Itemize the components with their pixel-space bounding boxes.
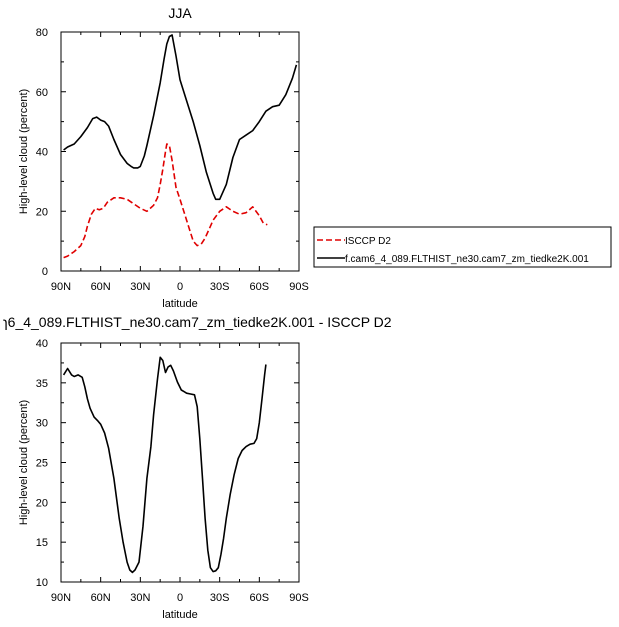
x-tick-label: 30S — [210, 592, 230, 604]
top-panel: JJA 0 20 40 60 80 90N 60N 30N 0 30S 60S 90S latitude H… — [18, 5, 309, 310]
legend: ISCCP D2 f.cam6_4_089.FLTHIST_ne30.cam7_z… — [313, 226, 612, 268]
y-tick-label: 40 — [36, 338, 48, 350]
y-tick-label: 30 — [36, 418, 48, 430]
x-tick-label: 0 — [177, 281, 183, 293]
x-tick-label: 90S — [289, 592, 309, 604]
x-tick-label: 30S — [210, 281, 230, 293]
x-tick-label: 60S — [250, 592, 270, 604]
series-line-0 — [63, 143, 268, 259]
y-tick-label: 40 — [36, 147, 48, 159]
x-tick-label: 60S — [250, 281, 270, 293]
x-tick-label: 90N — [51, 592, 71, 604]
x-tick-label: 90N — [51, 281, 71, 293]
bottom-panel: ɿ6_4_089.FLTHIST_ne30.cam7_zm_tiedke2K.0… — [3, 314, 392, 621]
y-tick-label: 80 — [36, 27, 48, 39]
plot-frame — [60, 31, 300, 272]
y-axis-label: High-level cloud (percent) — [18, 400, 30, 525]
x-tick-label: 30N — [130, 592, 150, 604]
chart-title: ɿ6_4_089.FLTHIST_ne30.cam7_zm_tiedke2K.0… — [3, 314, 392, 330]
y-axis-label: High-level cloud (percent) — [18, 89, 30, 214]
series-line-0 — [62, 356, 267, 574]
y-tick-label: 60 — [36, 87, 48, 99]
legend-box — [313, 226, 612, 268]
chart-title: JJA — [168, 5, 192, 21]
y-tick-label: 0 — [42, 266, 48, 278]
legend-label-1: f.cam6_4_089.FLTHIST_ne30.cam7_zm_tiedke… — [345, 254, 589, 265]
x-tick-label: 0 — [177, 592, 183, 604]
legend-label-0: ISCCP D2 — [345, 236, 391, 247]
y-tick-label: 25 — [36, 458, 48, 470]
y-tick-label: 20 — [36, 497, 48, 509]
series-line-1 — [63, 34, 298, 201]
plot-frame — [60, 342, 300, 583]
y-tick-label: 35 — [36, 378, 48, 390]
x-tick-label: 90S — [289, 281, 309, 293]
x-axis-label: latitude — [162, 298, 197, 310]
y-tick-label: 20 — [36, 206, 48, 218]
y-tick-label: 15 — [36, 537, 48, 549]
y-tick-label: 10 — [36, 577, 48, 589]
x-tick-label: 60N — [91, 281, 111, 293]
x-tick-label: 30N — [130, 281, 150, 293]
x-axis-label: latitude — [162, 609, 197, 621]
x-tick-label: 60N — [91, 592, 111, 604]
